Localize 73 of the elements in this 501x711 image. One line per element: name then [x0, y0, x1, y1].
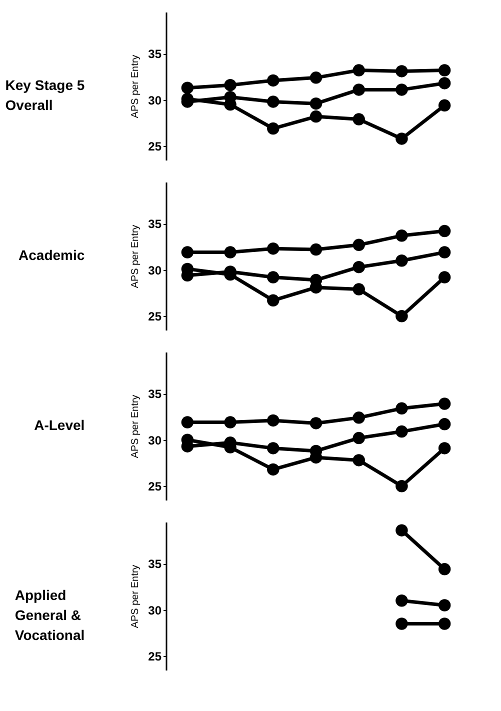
- point: [224, 416, 236, 428]
- text: Key Stage 5 Overall: [5, 77, 85, 113]
- y-axis-title: APS per Entry: [130, 54, 142, 118]
- point: [181, 246, 194, 258]
- point: [438, 418, 451, 430]
- y-tick-label: 30: [148, 263, 162, 278]
- point: [267, 96, 280, 108]
- point: [438, 77, 451, 90]
- point: [396, 310, 408, 322]
- point: [181, 82, 194, 94]
- y-axis-title: APS per Entry: [130, 224, 142, 288]
- y-tick-label: 25: [148, 140, 162, 154]
- point: [267, 74, 280, 87]
- point: [352, 283, 365, 296]
- point: [352, 113, 365, 126]
- point: [267, 442, 280, 454]
- point: [352, 260, 365, 274]
- point: [438, 563, 451, 576]
- point: [310, 417, 322, 430]
- point: [267, 294, 280, 307]
- point: [396, 254, 408, 267]
- point: [438, 246, 451, 258]
- point: [267, 242, 280, 255]
- y-tick-label: 30: [148, 93, 162, 108]
- point: [396, 524, 408, 536]
- y-tick-label: 25: [148, 310, 162, 324]
- point: [267, 122, 280, 135]
- point: [267, 463, 280, 476]
- point: [310, 72, 322, 84]
- point: [396, 618, 408, 630]
- text: Academic: [18, 247, 85, 263]
- point: [438, 398, 451, 410]
- point: [396, 402, 408, 415]
- point: [352, 84, 365, 96]
- point: [438, 64, 451, 76]
- point: [396, 480, 408, 492]
- point: [352, 64, 365, 76]
- point: [352, 238, 365, 252]
- point: [438, 599, 451, 612]
- point: [438, 618, 451, 630]
- point: [181, 416, 194, 428]
- point: [396, 230, 408, 242]
- point: [352, 454, 365, 466]
- y-tick-label: 35: [148, 387, 162, 402]
- y-tick-label: 25: [148, 650, 162, 664]
- point: [310, 110, 322, 123]
- point: [224, 78, 236, 92]
- text: A-Level: [34, 417, 85, 433]
- point: [352, 432, 365, 444]
- y-tick-label: 25: [148, 480, 162, 494]
- point: [310, 243, 322, 256]
- point: [396, 65, 408, 78]
- text: Applied General & Vocational: [14, 587, 85, 643]
- point: [438, 99, 451, 112]
- y-tick-label: 35: [148, 557, 162, 572]
- point: [396, 132, 408, 145]
- y-axis-title: APS per Entry: [130, 394, 142, 458]
- point: [396, 425, 408, 438]
- point: [267, 271, 280, 284]
- point: [438, 271, 451, 284]
- point: [396, 84, 408, 96]
- point: [438, 224, 451, 238]
- point: [267, 414, 280, 427]
- point: [310, 97, 322, 110]
- point: [224, 246, 236, 258]
- y-tick-label: 30: [148, 433, 162, 448]
- point: [396, 594, 408, 607]
- y-axis-title: APS per Entry: [130, 564, 142, 628]
- point: [438, 442, 451, 454]
- y-tick-label: 35: [148, 47, 162, 62]
- y-tick-label: 30: [148, 603, 162, 618]
- y-tick-label: 35: [148, 217, 162, 232]
- point: [352, 412, 365, 424]
